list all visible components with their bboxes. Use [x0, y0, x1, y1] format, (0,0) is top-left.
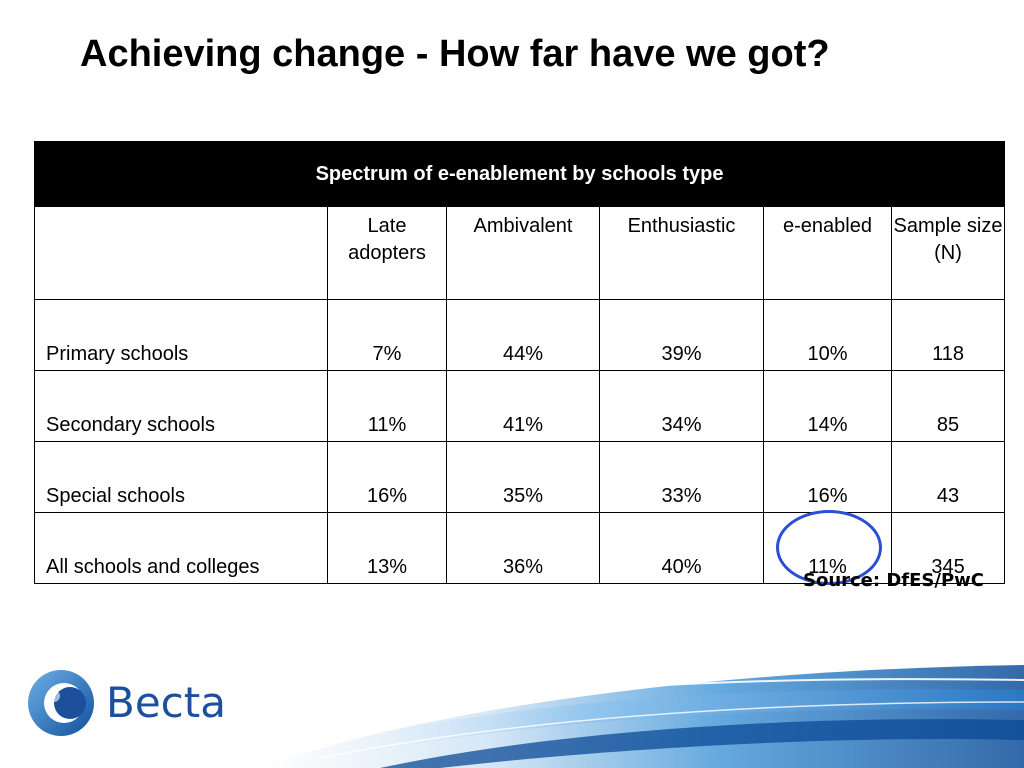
cell-sample-size: 85	[890, 370, 1006, 442]
cell-late-adopters: 11%	[327, 370, 447, 442]
cell-late-adopters: 7%	[327, 299, 447, 371]
cell-e-enabled: 14%	[763, 370, 892, 442]
cell-enthusiastic: 33%	[599, 441, 764, 513]
cell-enthusiastic: 34%	[599, 370, 764, 442]
cell-sample-size: 43	[890, 441, 1006, 513]
cell-sample-size: 118	[890, 299, 1006, 371]
column-header-late-adopters: Late adopters	[327, 206, 447, 300]
slide-title: Achieving change - How far have we got?	[80, 33, 830, 75]
becta-logo-text: Becta	[106, 678, 226, 727]
becta-logo: Becta	[26, 668, 246, 738]
becta-logo-mark-icon	[28, 670, 94, 736]
table-row-primary: Primary schools 7% 44% 39% 10% 118	[34, 299, 1006, 371]
cell-late-adopters: 13%	[327, 512, 447, 584]
column-header-sample-size: Sample size (N)	[890, 206, 1006, 300]
row-label: Secondary schools	[34, 370, 328, 442]
row-label: Special schools	[34, 441, 328, 513]
cell-ambivalent: 44%	[446, 299, 600, 371]
table-row-all: All schools and colleges 13% 36% 40% 11%…	[34, 510, 1006, 585]
row-label: All schools and colleges	[34, 512, 328, 584]
cell-e-enabled: 10%	[763, 299, 892, 371]
table-row-special: Special schools 16% 35% 33% 16% 43	[34, 441, 1006, 513]
column-header-row: Late adopters Ambivalent Enthusiastic e-…	[34, 206, 1006, 300]
column-header-enthusiastic: Enthusiastic	[599, 206, 764, 300]
column-header-blank	[34, 206, 328, 300]
table-row-secondary: Secondary schools 11% 41% 34% 14% 85	[34, 370, 1006, 442]
cell-ambivalent: 41%	[446, 370, 600, 442]
cell-sample-size: 345	[890, 512, 1006, 584]
cell-e-enabled: 16%	[763, 441, 892, 513]
e-enablement-table: Spectrum of e-enablement by schools type…	[33, 141, 1006, 585]
cell-ambivalent: 36%	[446, 512, 600, 584]
column-header-ambivalent: Ambivalent	[446, 206, 600, 300]
column-header-e-enabled: e-enabled	[763, 206, 892, 300]
table-caption: Spectrum of e-enablement by schools type	[33, 141, 1006, 207]
cell-ambivalent: 35%	[446, 441, 600, 513]
footer-swoosh-graphic	[260, 665, 1024, 768]
table-caption-row: Spectrum of e-enablement by schools type	[33, 141, 1006, 207]
cell-enthusiastic: 39%	[599, 299, 764, 371]
source-note: Source: DfES/PwC	[802, 570, 984, 591]
cell-e-enabled-value: 11%	[808, 556, 847, 578]
row-label: Primary schools	[34, 299, 328, 371]
cell-late-adopters: 16%	[327, 441, 447, 513]
cell-enthusiastic: 40%	[599, 512, 764, 584]
